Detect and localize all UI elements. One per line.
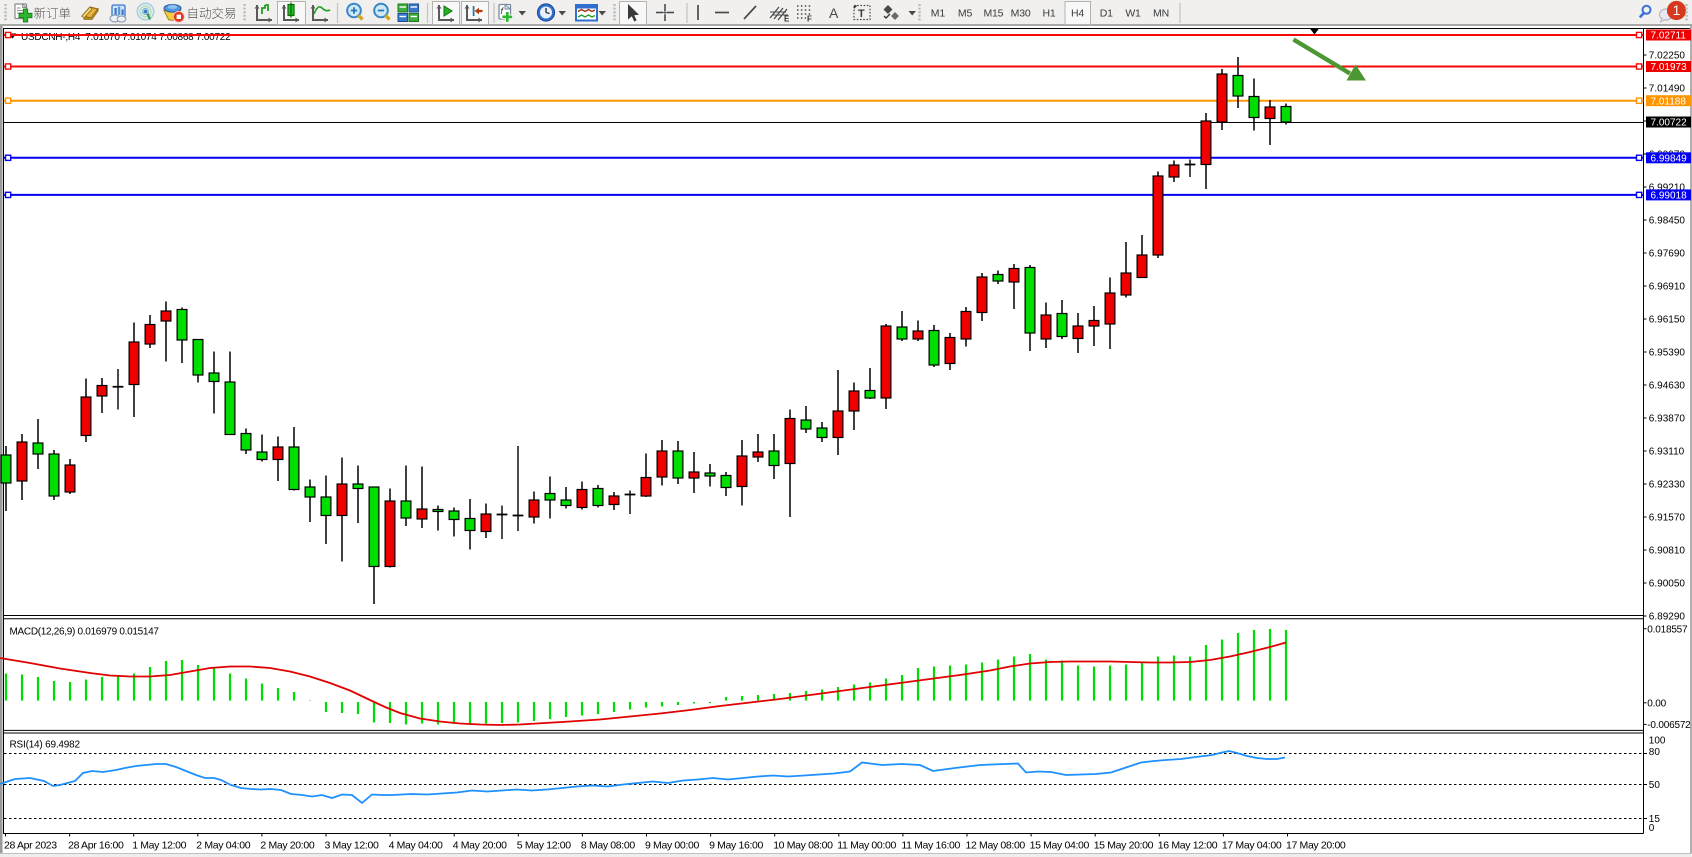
svg-text:12 May 08:00: 12 May 08:00 (966, 840, 1026, 852)
svg-text:7.01973: 7.01973 (1651, 62, 1688, 73)
svg-text:28 Apr 16:00: 28 Apr 16:00 (68, 840, 124, 852)
svg-text:M1: M1 (931, 8, 946, 20)
svg-text:4 May 20:00: 4 May 20:00 (453, 840, 507, 852)
svg-text:9 May 00:00: 9 May 00:00 (645, 840, 699, 852)
svg-text:M5: M5 (958, 8, 973, 20)
svg-text:17 May 04:00: 17 May 04:00 (1222, 840, 1282, 852)
svg-text:MN: MN (1153, 8, 1169, 20)
svg-text:1: 1 (1673, 3, 1681, 18)
svg-text:MACD(12,26,9) 0.016979 0.01514: MACD(12,26,9) 0.016979 0.015147 (10, 627, 160, 638)
svg-text:6.99849: 6.99849 (1651, 153, 1688, 164)
svg-text:15: 15 (1649, 814, 1661, 825)
svg-text:6.99210: 6.99210 (1649, 183, 1686, 194)
svg-text:-0.006572: -0.006572 (1647, 720, 1691, 731)
svg-text:11 May 00:00: 11 May 00:00 (837, 840, 896, 852)
svg-text:6.93870: 6.93870 (1649, 414, 1686, 425)
svg-text:6.99018: 6.99018 (1651, 191, 1688, 202)
svg-text:9 May 16:00: 9 May 16:00 (709, 840, 763, 852)
svg-text:F: F (807, 15, 812, 24)
svg-text:6.90810: 6.90810 (1649, 546, 1686, 557)
svg-text:USDCNH-,H4 7.01070 7.01074 7.: USDCNH-,H4 7.01070 7.01074 7.00868 7.007… (21, 32, 231, 43)
svg-text:8 May 08:00: 8 May 08:00 (581, 840, 635, 852)
svg-text:6.90050: 6.90050 (1649, 579, 1686, 590)
svg-text:80: 80 (1649, 747, 1661, 758)
svg-text:50: 50 (1649, 780, 1661, 791)
svg-text:A: A (829, 5, 839, 21)
svg-text:M30: M30 (1011, 8, 1031, 20)
svg-text:H1: H1 (1042, 8, 1055, 20)
svg-text:6.91570: 6.91570 (1649, 513, 1686, 524)
svg-text:H4: H4 (1071, 8, 1084, 20)
svg-text:RSI(14) 69.4982: RSI(14) 69.4982 (10, 740, 81, 751)
svg-text:7.01188: 7.01188 (1651, 96, 1687, 107)
svg-text:6.96910: 6.96910 (1649, 282, 1686, 293)
svg-text:7.02711: 7.02711 (1651, 31, 1687, 42)
svg-text:f: f (501, 6, 505, 16)
svg-text:15 May 20:00: 15 May 20:00 (1094, 840, 1154, 852)
svg-text:2 May 20:00: 2 May 20:00 (260, 840, 314, 852)
svg-text:17 May 20:00: 17 May 20:00 (1286, 840, 1346, 852)
svg-text:6.95390: 6.95390 (1649, 348, 1686, 359)
svg-text:M15: M15 (983, 8, 1003, 20)
svg-text:6.97690: 6.97690 (1649, 249, 1686, 260)
svg-text:6.96150: 6.96150 (1649, 315, 1686, 326)
svg-text:3 May 12:00: 3 May 12:00 (325, 840, 379, 852)
svg-text:6.92330: 6.92330 (1649, 480, 1686, 491)
svg-text:0.00: 0.00 (1647, 698, 1666, 709)
svg-text:6.93110: 6.93110 (1649, 447, 1685, 458)
svg-text:W1: W1 (1125, 8, 1141, 20)
svg-text:16 May 12:00: 16 May 12:00 (1158, 840, 1218, 852)
svg-text:11 May 16:00: 11 May 16:00 (901, 840, 960, 852)
svg-text:28 Apr 2023: 28 Apr 2023 (4, 840, 57, 852)
svg-text:0: 0 (1649, 823, 1655, 834)
svg-text:1 May 12:00: 1 May 12:00 (132, 840, 186, 852)
svg-text:6.89290: 6.89290 (1649, 612, 1686, 623)
svg-text:6.98450: 6.98450 (1649, 216, 1686, 227)
svg-text:10 May 08:00: 10 May 08:00 (773, 840, 833, 852)
svg-text:5 May 12:00: 5 May 12:00 (517, 840, 571, 852)
svg-text:15 May 04:00: 15 May 04:00 (1030, 840, 1090, 852)
svg-text:E: E (784, 15, 790, 24)
svg-text:2 May 04:00: 2 May 04:00 (196, 840, 250, 852)
svg-text:6.94630: 6.94630 (1649, 381, 1686, 392)
svg-text:7.01490: 7.01490 (1649, 84, 1686, 95)
svg-text:4 May 04:00: 4 May 04:00 (389, 840, 443, 852)
svg-text:7.00722: 7.00722 (1651, 118, 1688, 129)
svg-text:T: T (858, 8, 865, 20)
svg-text:0.018557: 0.018557 (1647, 624, 1688, 635)
svg-text:D1: D1 (1100, 8, 1113, 20)
svg-text:7.02250: 7.02250 (1649, 51, 1686, 62)
svg-text:100: 100 (1649, 736, 1666, 747)
